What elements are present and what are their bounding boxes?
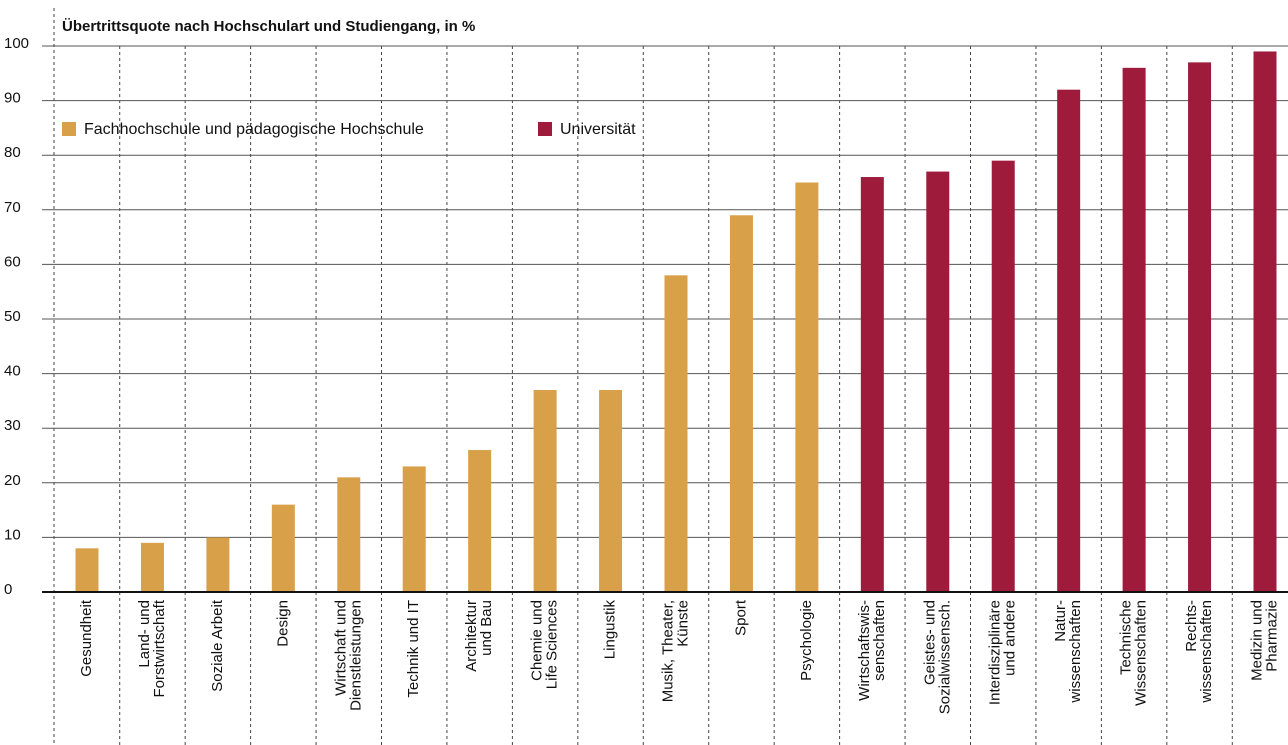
bar bbox=[402, 466, 426, 592]
x-tick-label: Soziale Arbeit bbox=[209, 599, 226, 692]
y-tick-label: 80 bbox=[4, 144, 21, 161]
x-tick-label: Interdisziplinäreund andere bbox=[987, 600, 1019, 705]
x-tick-label: Musik, Theater,Künste bbox=[659, 600, 691, 702]
bar bbox=[599, 389, 623, 592]
bar bbox=[1057, 89, 1081, 593]
legend-swatch bbox=[538, 122, 552, 136]
x-tick-label: Gesundheit bbox=[78, 599, 95, 677]
bar bbox=[206, 537, 230, 592]
x-tick-label: Medizin undPharmazie bbox=[1248, 600, 1280, 681]
x-tick-label: TechnischeWissenschaften bbox=[1118, 600, 1150, 706]
y-tick-label: 60 bbox=[4, 253, 21, 270]
y-tick-label: 40 bbox=[4, 363, 21, 380]
bar bbox=[1188, 62, 1212, 592]
x-tick-label: Design bbox=[274, 600, 291, 647]
bar bbox=[271, 504, 295, 592]
y-tick-label: 20 bbox=[4, 472, 21, 489]
x-tick-label: Natur-wissenschaften bbox=[1052, 600, 1084, 704]
bar bbox=[795, 182, 819, 592]
x-tick-label: Wirtschaft undDienstleistungen bbox=[332, 600, 364, 711]
legend-swatch bbox=[62, 122, 76, 136]
x-tick-label: Chemie undLife Sciences bbox=[529, 600, 561, 689]
legend-label: Fachhochschule und pädagogische Hochschu… bbox=[84, 121, 424, 138]
y-tick-label: 30 bbox=[4, 417, 21, 434]
bar bbox=[926, 171, 950, 592]
bar bbox=[337, 477, 361, 592]
bar bbox=[860, 177, 884, 593]
y-tick-label: 10 bbox=[4, 526, 21, 543]
bar bbox=[729, 215, 753, 592]
y-tick-label: 90 bbox=[4, 90, 21, 107]
chart-title: Übertrittsquote nach Hochschulart und St… bbox=[62, 18, 475, 35]
bar bbox=[75, 548, 99, 592]
legend-label: Universität bbox=[560, 121, 636, 138]
y-tick-label: 0 bbox=[4, 581, 12, 598]
x-tick-label: Geistes- undSozialwissensch. bbox=[921, 600, 953, 714]
bar bbox=[991, 160, 1015, 592]
bar bbox=[664, 275, 688, 592]
x-tick-label: Sport bbox=[732, 599, 749, 636]
x-tick-label: Land- undForstwirtschaft bbox=[136, 599, 168, 697]
y-tick-label: 70 bbox=[4, 199, 21, 216]
x-tick-label: Wirtschaftswis-senschaften bbox=[856, 600, 888, 701]
y-tick-label: 50 bbox=[4, 308, 21, 325]
x-tick-label: Technik und IT bbox=[405, 600, 422, 698]
bar bbox=[533, 389, 557, 592]
bar bbox=[1122, 67, 1146, 593]
y-tick-label: 100 bbox=[4, 35, 29, 52]
bar bbox=[468, 450, 492, 592]
x-tick-label: Psychologie bbox=[798, 600, 815, 681]
bar bbox=[1253, 51, 1277, 592]
x-tick-label: Rechts-wissenschaften bbox=[1183, 600, 1215, 704]
x-tick-label: Architekturund Bau bbox=[463, 600, 495, 672]
bar bbox=[140, 542, 164, 592]
x-tick-label: Lingustik bbox=[602, 600, 619, 660]
